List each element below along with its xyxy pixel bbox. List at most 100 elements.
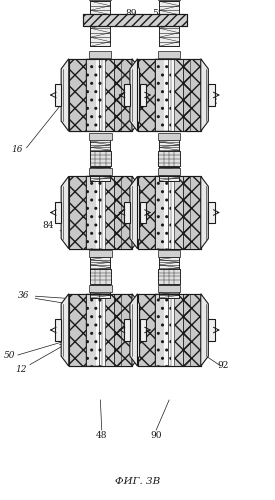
Bar xyxy=(69,294,132,366)
Bar xyxy=(159,167,179,180)
Bar xyxy=(105,294,121,366)
Bar xyxy=(138,176,201,249)
Bar xyxy=(69,176,86,249)
Bar xyxy=(89,285,112,292)
Bar xyxy=(96,58,105,131)
Polygon shape xyxy=(201,176,208,249)
Bar xyxy=(86,176,102,249)
Bar xyxy=(138,294,155,366)
Bar xyxy=(114,294,132,366)
Bar xyxy=(105,58,121,131)
Bar xyxy=(90,151,111,166)
Text: 12: 12 xyxy=(15,364,26,374)
Bar xyxy=(114,176,132,249)
Bar xyxy=(140,319,146,341)
Bar xyxy=(69,294,86,366)
Bar xyxy=(105,176,121,249)
Bar xyxy=(138,58,155,131)
Polygon shape xyxy=(61,176,69,249)
Bar xyxy=(158,269,180,284)
Bar xyxy=(138,294,201,366)
Bar xyxy=(138,176,155,249)
Bar xyxy=(90,151,111,166)
Polygon shape xyxy=(132,58,140,131)
Bar xyxy=(159,1,179,46)
Bar xyxy=(82,14,187,26)
Bar xyxy=(105,176,121,249)
Bar xyxy=(90,269,111,284)
Text: 90: 90 xyxy=(150,430,162,440)
Polygon shape xyxy=(132,294,140,366)
Bar xyxy=(69,58,86,131)
Bar xyxy=(86,58,102,131)
Bar xyxy=(96,294,105,366)
Bar xyxy=(164,176,174,249)
Bar xyxy=(158,168,180,175)
Bar xyxy=(159,257,179,276)
Bar xyxy=(69,294,86,366)
Bar xyxy=(55,84,61,106)
Polygon shape xyxy=(130,58,138,131)
Bar xyxy=(82,14,187,26)
Bar xyxy=(174,176,190,249)
Bar xyxy=(174,294,190,366)
Bar xyxy=(159,257,179,276)
Bar xyxy=(159,140,179,158)
Bar xyxy=(90,1,110,46)
Bar xyxy=(89,168,112,175)
Bar xyxy=(174,58,190,131)
Polygon shape xyxy=(132,176,140,249)
Bar xyxy=(86,58,102,131)
Bar xyxy=(164,58,174,131)
Text: 89: 89 xyxy=(89,10,101,18)
Bar xyxy=(69,58,132,131)
Text: 58: 58 xyxy=(152,10,164,18)
Bar xyxy=(123,202,130,224)
Bar xyxy=(155,58,171,131)
Bar xyxy=(138,294,155,366)
Bar xyxy=(183,176,201,249)
Bar xyxy=(90,269,111,284)
Bar xyxy=(159,167,179,180)
Bar xyxy=(138,58,201,131)
Bar xyxy=(138,58,201,131)
Bar xyxy=(86,294,102,366)
Bar xyxy=(138,176,155,249)
Bar xyxy=(174,176,190,249)
Bar xyxy=(69,58,86,131)
Bar xyxy=(208,319,215,341)
Bar xyxy=(158,269,180,284)
Bar xyxy=(55,319,61,341)
Bar xyxy=(69,58,132,131)
Bar xyxy=(114,58,132,131)
Bar xyxy=(183,294,201,366)
Bar xyxy=(155,294,171,366)
Text: 84: 84 xyxy=(198,72,209,80)
Bar xyxy=(183,176,201,249)
Bar xyxy=(155,294,171,366)
Bar xyxy=(90,257,110,276)
Polygon shape xyxy=(61,294,69,366)
Bar xyxy=(123,84,130,106)
Bar xyxy=(155,176,171,249)
Bar xyxy=(90,1,110,46)
Bar xyxy=(86,294,102,366)
Bar xyxy=(96,176,105,249)
Bar xyxy=(159,1,179,46)
Bar xyxy=(114,294,132,366)
Bar xyxy=(208,202,215,224)
Bar xyxy=(174,294,190,366)
Bar xyxy=(183,58,201,131)
Bar xyxy=(89,132,112,140)
Polygon shape xyxy=(61,58,69,131)
Bar xyxy=(89,250,112,258)
Bar xyxy=(155,58,171,131)
Bar xyxy=(90,257,110,276)
Bar xyxy=(123,319,130,341)
Bar xyxy=(86,176,102,249)
Polygon shape xyxy=(130,294,138,366)
Polygon shape xyxy=(201,294,208,366)
Bar xyxy=(69,176,132,249)
Bar xyxy=(69,176,86,249)
Bar xyxy=(90,140,110,158)
